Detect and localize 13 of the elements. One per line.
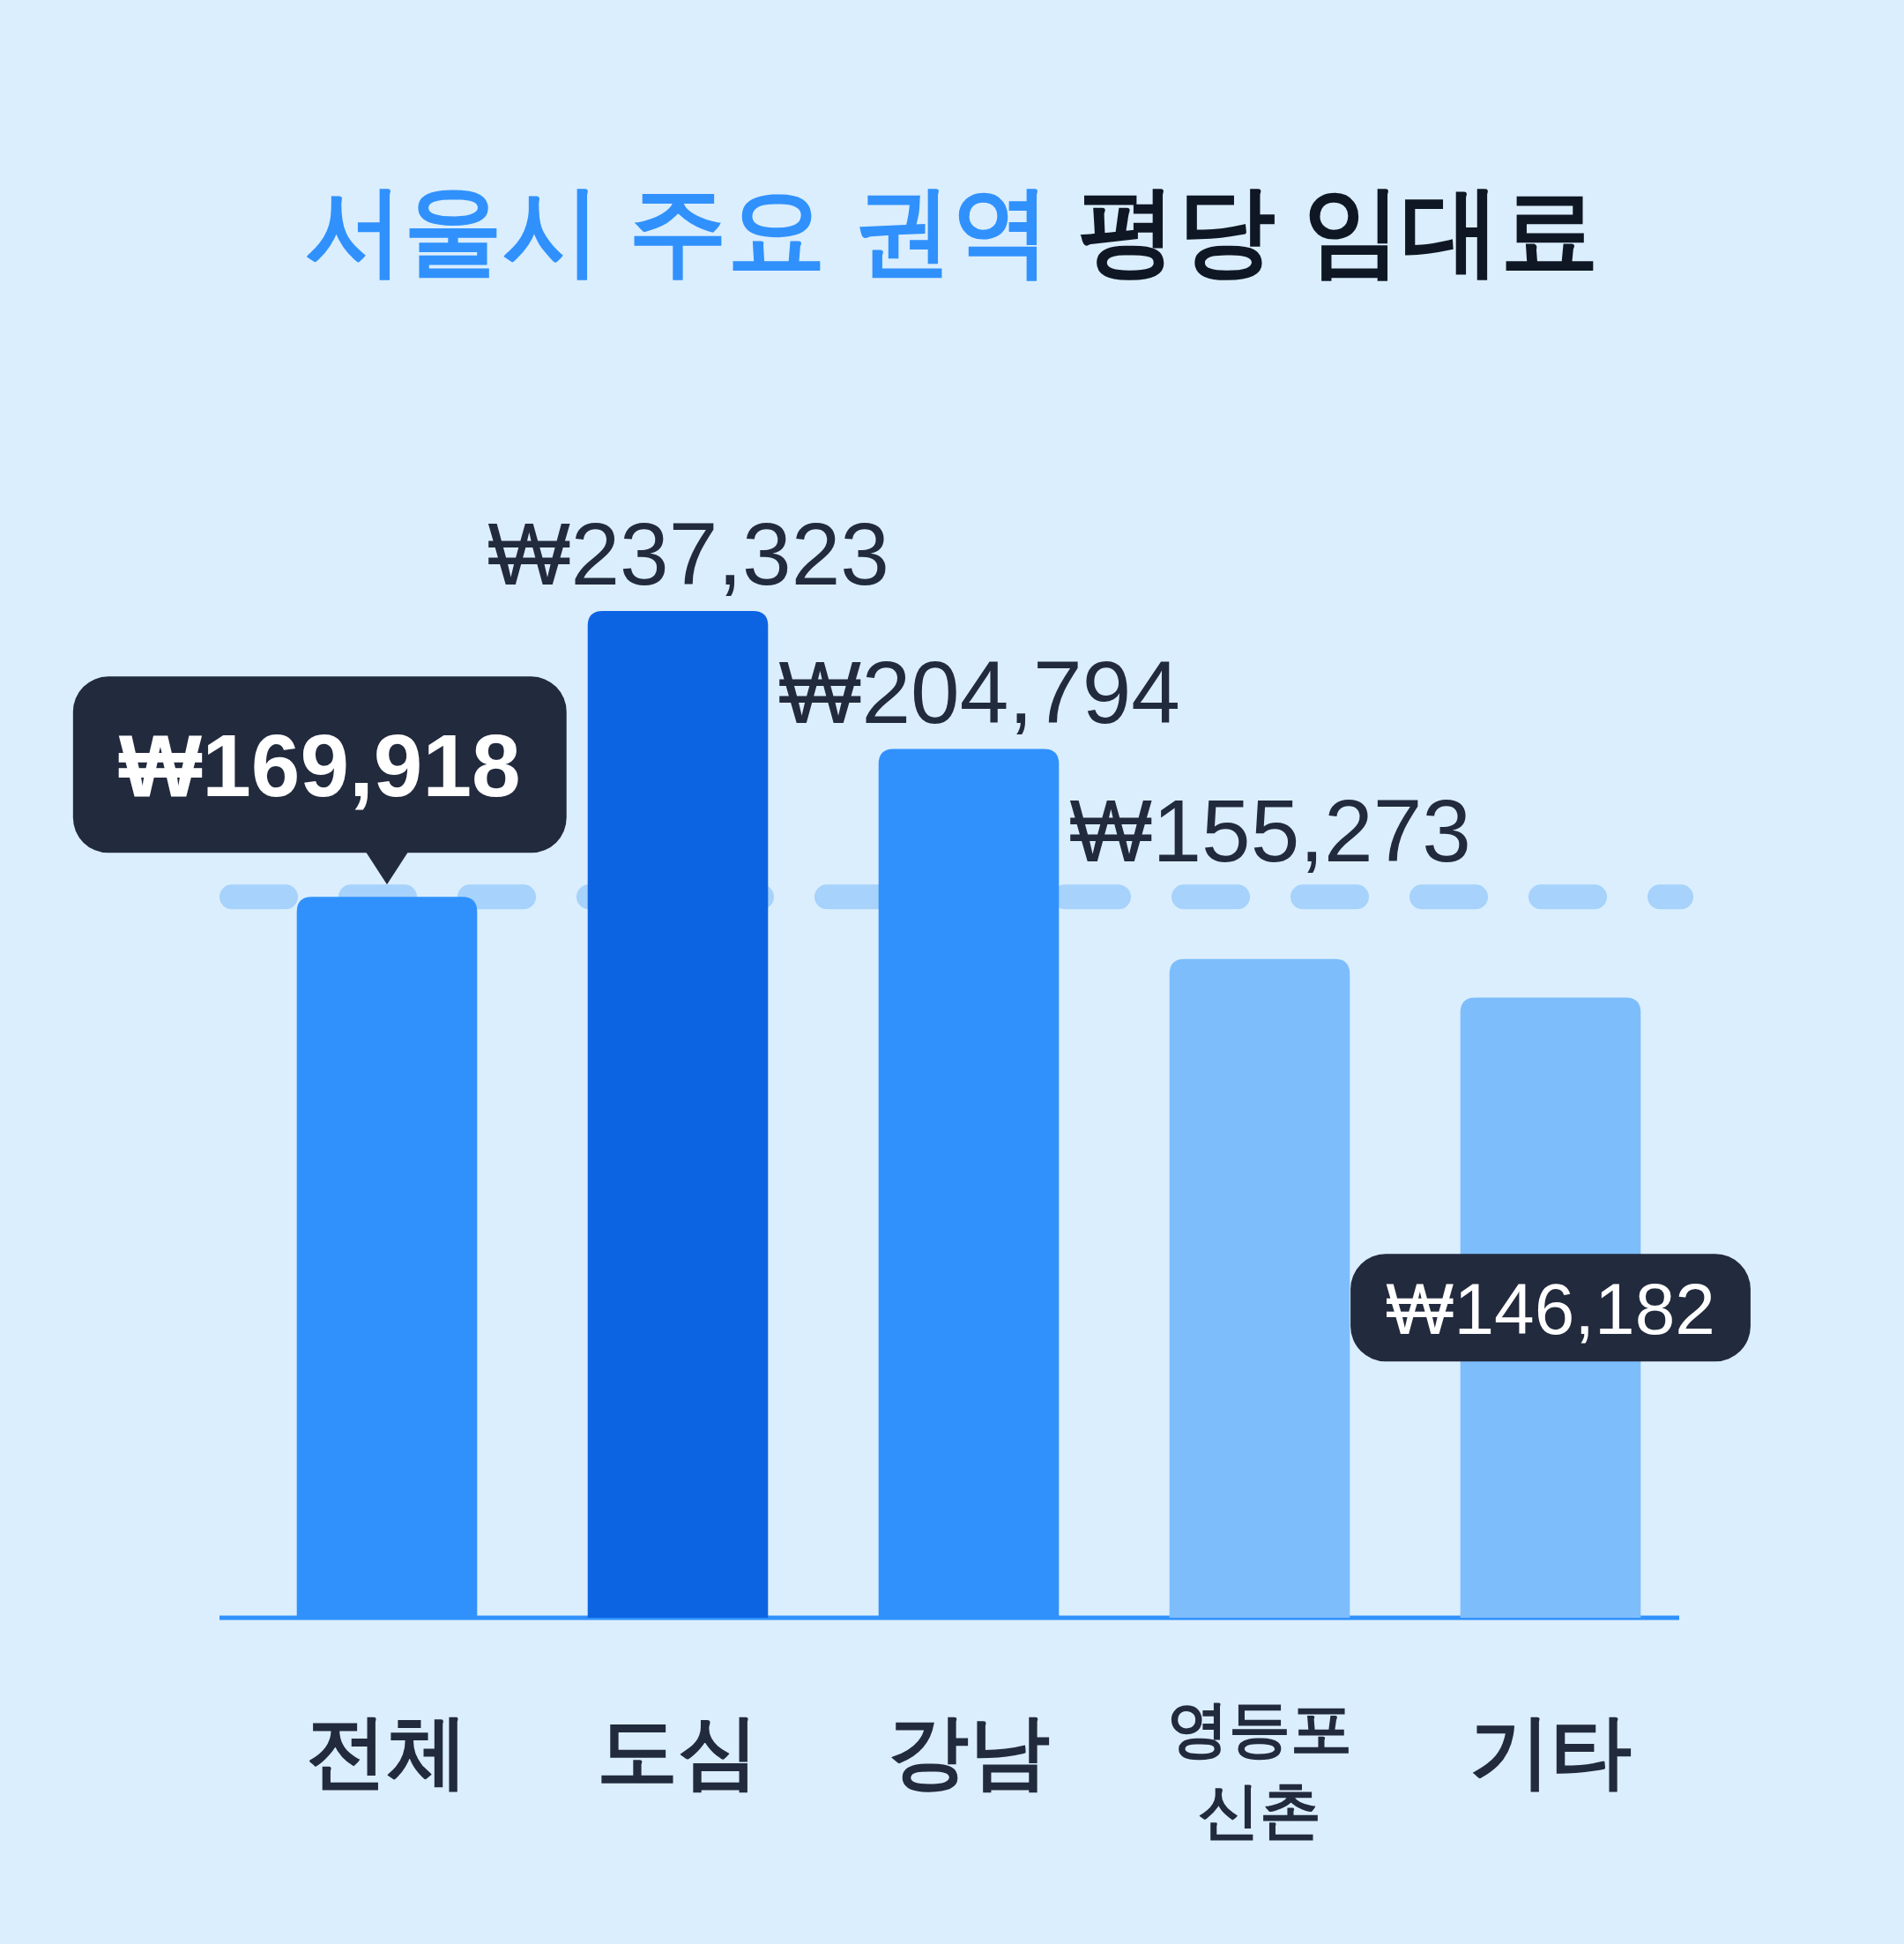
category-label: 전체 <box>306 1706 468 1796</box>
category-label: 도심 <box>597 1706 759 1796</box>
data-label: ₩169,918 <box>118 716 521 816</box>
category-label: 기타 <box>1469 1706 1632 1796</box>
value-label: ₩204,794 <box>778 642 1180 741</box>
category-label: 영등포 신촌 <box>1167 1694 1352 1845</box>
value-label: ₩155,273 <box>1069 781 1471 881</box>
value-label-callout: ₩169,918 <box>72 676 567 885</box>
value-label: ₩237,323 <box>487 504 889 603</box>
title: 서울시 주요 권역 평당 임대료 <box>304 175 1600 286</box>
category-label: 강남 <box>888 1706 1050 1796</box>
value-label-box: ₩146,182 <box>1350 1254 1751 1362</box>
data-label: ₩146,182 <box>1386 1268 1715 1349</box>
